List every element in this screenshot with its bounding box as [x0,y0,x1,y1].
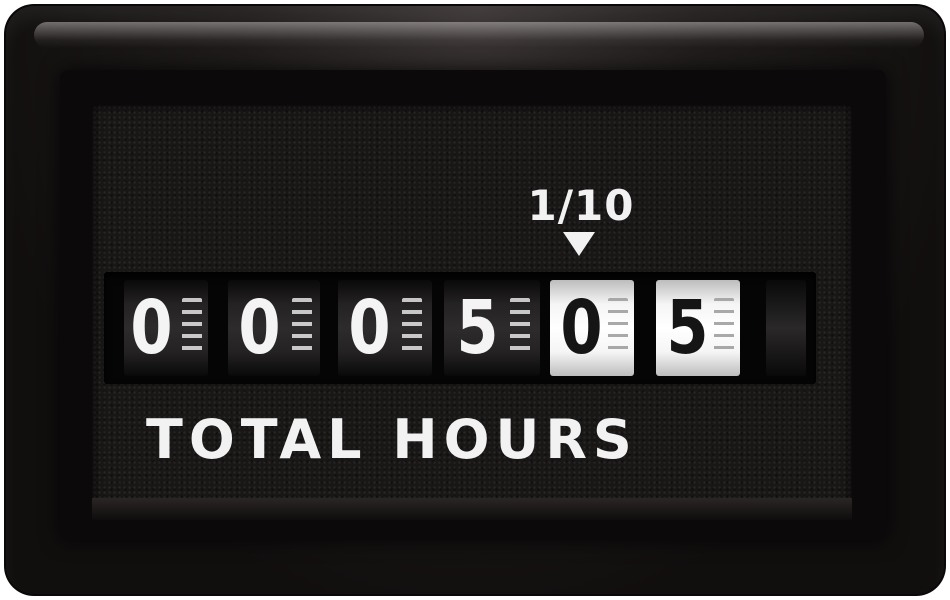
housing-top-highlight [34,22,924,48]
counter-digit: 0 [348,285,391,371]
wheel-ridges [510,298,530,358]
counter-wheel: 5 [444,280,540,376]
blank-wheel-slot [766,280,806,376]
wheel-ridges [292,298,312,358]
counter-digit: 5 [456,285,499,371]
counter-digit: 0 [238,285,281,371]
faceplate-bottom-edge [92,498,852,520]
counter-wheel: 0 [124,280,208,376]
wheel-ridges [714,298,734,358]
counter-wheel: 0 [228,280,320,376]
tenths-wheel: 5 [656,280,740,376]
wheel-ridges [182,298,202,358]
tenths-wheel: 0 [550,280,634,376]
counter-digit: 0 [130,285,173,371]
tenths-pointer-icon [563,232,595,256]
counter-digit: 5 [666,285,709,371]
counter-digit: 0 [560,285,603,371]
wheel-ridges [402,298,422,358]
counter-window: 0 0 0 5 0 5 [104,272,816,384]
wheel-ridges [608,298,628,358]
unit-label: TOTAL HOURS [146,408,638,471]
resolution-label: 1/10 [527,181,635,230]
counter-wheel: 0 [338,280,432,376]
